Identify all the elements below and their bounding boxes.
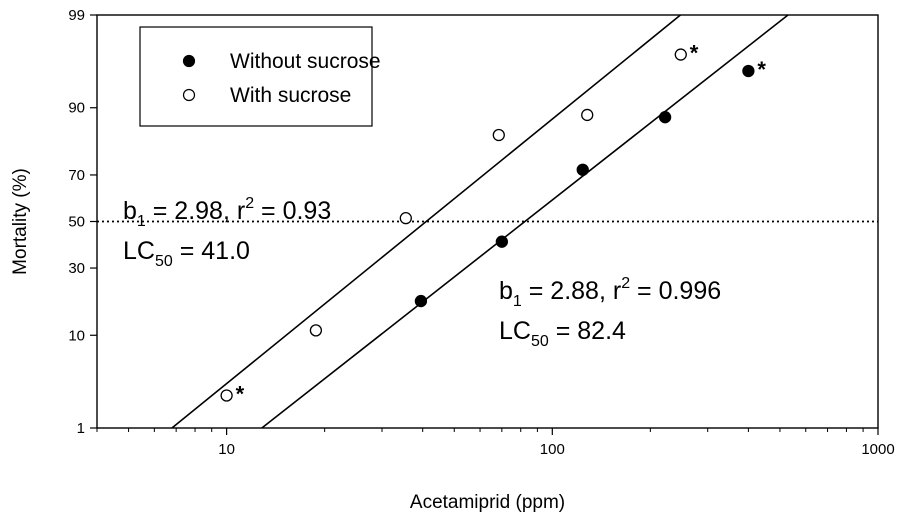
annotation-text: = 2.88, r — [522, 277, 621, 305]
x-tick-label: 1000 — [861, 441, 894, 458]
annotation-superscript: 2 — [245, 195, 254, 212]
significance-asterisk: * — [236, 381, 245, 406]
fit-line-series-0 — [261, 14, 789, 429]
annotation-with-sucrose-line1: b1 = 2.98, r2 = 0.93 — [123, 195, 331, 230]
annotation-subscript: 50 — [155, 253, 173, 270]
point-with-sucrose — [674, 48, 687, 61]
annotation-text: = 0.93 — [254, 197, 331, 225]
x-tick-label: 10 — [218, 441, 235, 458]
y-tick-label: 1 — [77, 420, 85, 437]
x-axis-title: Acetamiprid (ppm) — [410, 492, 565, 513]
significance-asterisk: * — [757, 57, 766, 82]
legend-label-without-sucrose: Without sucrose — [230, 50, 381, 73]
y-tick-label: 70 — [68, 167, 85, 184]
axis-ticks: 10 100 1000 1 10 30 50 70 90 99 — [68, 7, 894, 458]
x-tick-label: 100 — [540, 441, 565, 458]
annotation-text: = 2.98, r — [146, 197, 245, 225]
point-with-sucrose — [581, 108, 594, 122]
annotation-superscript: 2 — [621, 275, 630, 292]
annotation-without-sucrose-line2: LC50 = 82.4 — [499, 317, 626, 350]
y-tick-label: 10 — [68, 327, 85, 344]
annotation-symbol: LC — [499, 317, 531, 345]
annotation-symbol: LC — [123, 237, 155, 265]
annotation-with-sucrose-line2: LC50 = 41.0 — [123, 237, 250, 270]
point-without-sucrose — [742, 64, 755, 78]
annotation-text: = 82.4 — [549, 317, 626, 345]
annotation-subscript: 50 — [531, 333, 549, 350]
point-with-sucrose — [492, 128, 505, 142]
significance-asterisk: * — [690, 41, 699, 66]
annotation-text: = 0.996 — [630, 277, 721, 305]
point-with-sucrose — [220, 389, 233, 402]
y-axis-title: Mortality (%) — [10, 168, 31, 275]
point-without-sucrose — [495, 235, 509, 248]
y-tick-label: 90 — [68, 100, 85, 117]
legend-marker-without-sucrose — [182, 54, 196, 68]
annotation-subscript: 1 — [137, 213, 146, 230]
annotation-symbol: b — [499, 277, 513, 305]
y-tick-label: 50 — [68, 214, 85, 231]
fit-lines — [171, 14, 789, 429]
annotation-with-sucrose: b1 = 2.98, r2 = 0.93 LC50 = 41.0 — [123, 195, 331, 270]
data-points: * * * — [220, 41, 766, 406]
point-without-sucrose — [576, 163, 589, 176]
point-without-sucrose — [414, 294, 428, 308]
y-tick-label: 30 — [68, 260, 85, 277]
annotation-symbol: b — [123, 197, 137, 225]
plot-frame — [96, 14, 879, 429]
legend: Without sucrose With sucrose — [139, 26, 381, 127]
annotation-without-sucrose: b1 = 2.88, r2 = 0.996 LC50 = 82.4 — [499, 275, 721, 350]
point-without-sucrose — [658, 111, 672, 124]
y-tick-label: 99 — [68, 7, 85, 24]
legend-marker-with-sucrose — [182, 88, 196, 102]
legend-box — [139, 26, 373, 127]
point-with-sucrose — [399, 212, 412, 225]
legend-label-with-sucrose: With sucrose — [230, 84, 351, 107]
fit-line-series-1 — [171, 14, 681, 429]
point-with-sucrose — [309, 324, 323, 337]
annotation-text: = 41.0 — [173, 237, 250, 265]
annotation-without-sucrose-line1: b1 = 2.88, r2 = 0.996 — [499, 275, 721, 310]
annotation-subscript: 1 — [513, 293, 522, 310]
